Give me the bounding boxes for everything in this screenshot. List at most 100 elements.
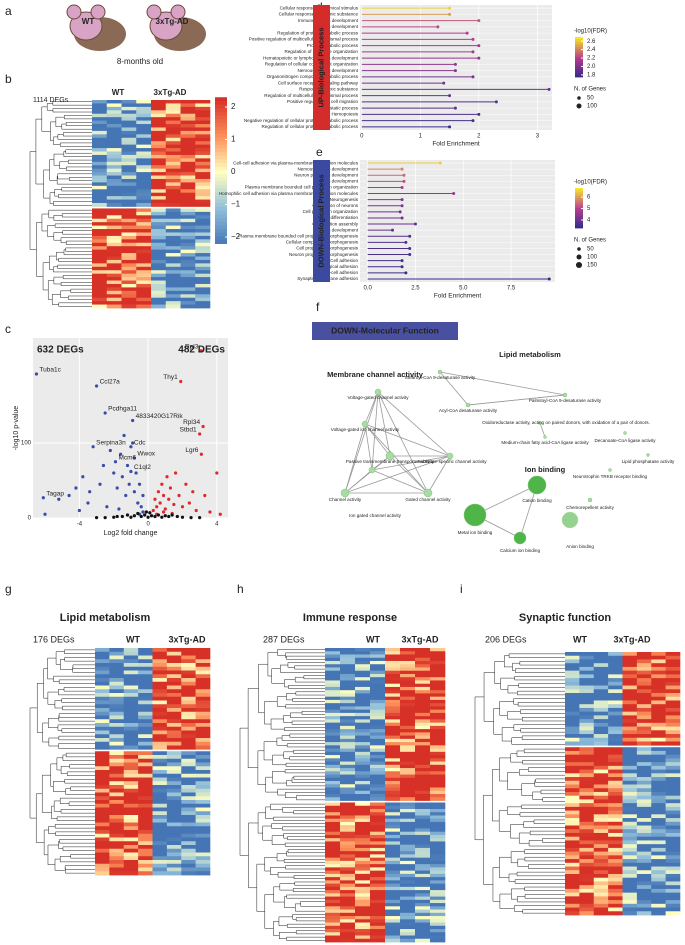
heatmap-cell bbox=[180, 253, 196, 257]
heatmap-cell bbox=[152, 822, 168, 827]
heatmap-cell bbox=[181, 659, 196, 664]
colorbar-tick-label: 2.0 bbox=[587, 64, 596, 70]
heatmap-cell bbox=[325, 925, 341, 930]
heatmap-cell bbox=[593, 707, 609, 713]
heatmap-cell bbox=[370, 909, 386, 914]
heatmap-cell bbox=[415, 699, 431, 704]
colorbar-step bbox=[215, 181, 227, 186]
heatmap-cell bbox=[593, 722, 609, 727]
heatmap-cell bbox=[151, 110, 167, 115]
heatmap-cell bbox=[651, 780, 666, 785]
y-tick-label: 100 bbox=[21, 441, 32, 447]
heatmap-cell bbox=[370, 873, 386, 878]
heatmap-cell bbox=[636, 814, 652, 819]
heatmap-cell bbox=[165, 196, 181, 200]
heatmap-cell bbox=[181, 830, 196, 835]
point bbox=[170, 513, 174, 517]
heatmap-cell bbox=[370, 654, 386, 659]
heatmap-cell bbox=[180, 290, 196, 295]
heatmap-cell bbox=[123, 822, 139, 827]
heatmap-cell bbox=[415, 857, 431, 862]
heatmap-cell bbox=[180, 242, 196, 247]
heatmap-cell bbox=[180, 178, 196, 183]
heatmap-cell bbox=[195, 781, 211, 786]
heatmap-cell bbox=[415, 812, 431, 816]
heatmap-cell bbox=[121, 178, 137, 183]
heatmap-cell bbox=[400, 648, 416, 652]
heatmap-cell bbox=[665, 737, 681, 742]
heatmap-cell bbox=[109, 773, 125, 778]
heatmap-cell bbox=[123, 852, 139, 857]
heatmap-cell bbox=[92, 294, 108, 299]
heatmap-cell bbox=[385, 696, 401, 701]
heatmap-cell bbox=[195, 788, 211, 793]
lollipop-dot bbox=[453, 106, 457, 110]
heatmap-cell bbox=[385, 825, 401, 829]
heatmap-cell bbox=[651, 741, 666, 746]
heatmap-cell bbox=[136, 294, 152, 299]
heatmap-cell bbox=[651, 722, 666, 727]
heatmap-cell bbox=[622, 715, 638, 720]
colorbar-tick-label: 2.2 bbox=[587, 56, 596, 62]
heatmap-cell bbox=[651, 851, 666, 856]
heatmap-cell bbox=[136, 100, 152, 104]
heatmap-cell bbox=[92, 117, 108, 121]
heatmap-cell bbox=[355, 651, 371, 655]
heatmap-cell bbox=[195, 700, 211, 705]
heatmap-cell bbox=[430, 815, 446, 820]
heatmap-cell bbox=[579, 719, 595, 724]
heatmap-cell bbox=[325, 657, 341, 662]
network-node-label: Neurotrophin TRKB receptor binding bbox=[573, 474, 648, 479]
heatmap-cell bbox=[195, 770, 211, 775]
heatmap-cell bbox=[608, 911, 623, 916]
heatmap-cell bbox=[181, 685, 196, 690]
heatmap-cell bbox=[400, 764, 416, 769]
heatmap-cell bbox=[340, 777, 356, 782]
heatmap-cell bbox=[195, 225, 211, 230]
heatmap-cell bbox=[665, 799, 681, 804]
heatmap-cell bbox=[385, 693, 401, 698]
heatmap-cell bbox=[165, 203, 181, 207]
mouse-caption: 8-months old bbox=[117, 57, 163, 66]
heatmap-cell bbox=[415, 828, 431, 833]
heatmap-cell bbox=[665, 810, 681, 815]
heatmap-cell bbox=[195, 792, 211, 797]
size-legend-dot bbox=[576, 103, 582, 109]
point bbox=[94, 384, 99, 388]
heatmap-cell bbox=[165, 266, 181, 271]
heatmap-cell bbox=[400, 808, 416, 813]
heatmap-cell bbox=[151, 106, 167, 111]
x-tick-label: 7.5 bbox=[507, 286, 516, 292]
heatmap-cell bbox=[340, 925, 356, 930]
heatmap-cell bbox=[579, 734, 595, 739]
heatmap-cell bbox=[136, 175, 152, 180]
heatmap-cell bbox=[95, 758, 110, 763]
heatmap-cell bbox=[415, 774, 431, 779]
heatmap-cell bbox=[355, 748, 371, 753]
heatmap-cell bbox=[195, 154, 211, 159]
heatmap-cell bbox=[152, 766, 168, 771]
side-box bbox=[313, 5, 330, 130]
heatmap-cell bbox=[195, 723, 211, 728]
heatmap-cell bbox=[123, 848, 139, 853]
heatmap-cell bbox=[195, 117, 211, 121]
heatmap-cell bbox=[355, 873, 371, 878]
heatmap-cell bbox=[665, 678, 681, 683]
heatmap-cell bbox=[340, 873, 356, 878]
heatmap-cell bbox=[92, 232, 108, 237]
heatmap-cell bbox=[415, 664, 431, 668]
heatmap-cell bbox=[152, 704, 168, 709]
heatmap-cell bbox=[152, 723, 168, 728]
heatmap-cell bbox=[651, 903, 666, 908]
network-node-label: Voltage-gated channel activity bbox=[347, 395, 409, 400]
heatmap-cell bbox=[152, 856, 168, 861]
point bbox=[115, 514, 119, 519]
heatmap-cell bbox=[430, 781, 446, 785]
heatmap-cell bbox=[92, 172, 108, 176]
heatmap-cell bbox=[385, 648, 401, 652]
heatmap-cell bbox=[579, 685, 595, 690]
heatmap-cell bbox=[355, 787, 371, 792]
heatmap-cell bbox=[665, 769, 681, 774]
heatmap-cell bbox=[593, 911, 609, 916]
heatmap-cell bbox=[109, 848, 125, 853]
